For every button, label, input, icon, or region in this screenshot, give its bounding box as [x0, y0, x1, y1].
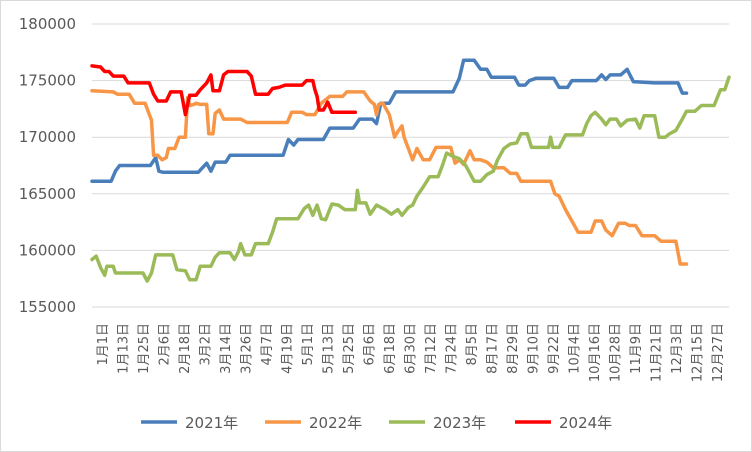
legend: 2021年 2022年 2023年 2024年	[141, 414, 612, 432]
y-tick-label: 175000	[19, 72, 76, 90]
series-lines	[90, 58, 731, 283]
x-tick-label: 2月18日	[178, 323, 193, 374]
series-line-2021年	[90, 58, 689, 184]
x-tick-label: 10月16日	[588, 323, 603, 382]
x-tick-label: 4月7日	[260, 323, 275, 366]
y-axis-ticks: 155000 160000 165000 170000 175000 180000	[19, 15, 76, 316]
x-tick-label: 7月24日	[445, 323, 460, 374]
x-tick-label: 9月22日	[547, 323, 562, 374]
x-tick-label: 10月4日	[568, 323, 583, 374]
x-tick-label: 1月13日	[117, 323, 132, 374]
x-axis-ticks: 1月1日 1月13日 1月25日 2月6日 2月18日 3月2日 3月14日 3月26日 4月7…	[96, 323, 726, 382]
x-tick-label: 9月10日	[527, 323, 542, 374]
x-tick-label: 6月6日	[363, 323, 378, 366]
x-tick-label: 10月28日	[609, 323, 624, 382]
x-tick-label: 12月27日	[711, 323, 726, 382]
legend-label: 2024年	[559, 414, 612, 432]
x-tick-label: 6月30日	[404, 323, 419, 374]
x-tick-label: 12月15日	[691, 323, 706, 382]
y-tick-label: 155000	[19, 298, 76, 316]
x-tick-label: 3月2日	[199, 323, 214, 366]
series-line-2023年	[90, 75, 731, 283]
x-tick-label: 3月26日	[240, 323, 255, 374]
x-tick-label: 4月19日	[281, 323, 296, 374]
series-line-2024年	[90, 64, 358, 117]
x-tick-label: 11月21日	[650, 323, 665, 382]
x-tick-label: 8月17日	[486, 323, 501, 374]
y-tick-label: 160000	[19, 241, 76, 259]
x-tick-label: 2月6日	[158, 323, 173, 366]
y-tick-label: 165000	[19, 185, 76, 203]
x-tick-label: 1月25日	[137, 323, 152, 374]
x-tick-label: 5月1日	[301, 323, 316, 366]
x-tick-label: 5月25日	[342, 323, 357, 374]
x-tick-label: 11月9日	[629, 323, 644, 374]
x-tick-label: 12月3日	[670, 323, 685, 374]
x-tick-label: 3月14日	[219, 323, 234, 374]
y-tick-label: 170000	[19, 128, 76, 146]
x-tick-label: 6月18日	[383, 323, 398, 374]
x-tick-label: 5月13日	[322, 323, 337, 374]
y-tick-label: 180000	[19, 15, 76, 33]
x-tick-label: 7月12日	[424, 323, 439, 374]
x-tick-label: 1月1日	[96, 323, 111, 366]
legend-label: 2021年	[185, 414, 238, 432]
x-tick-label: 8月5日	[465, 323, 480, 366]
legend-label: 2022年	[309, 414, 362, 432]
gridlines	[92, 23, 729, 308]
x-tick-label: 8月29日	[506, 323, 521, 374]
legend-label: 2023年	[433, 414, 486, 432]
